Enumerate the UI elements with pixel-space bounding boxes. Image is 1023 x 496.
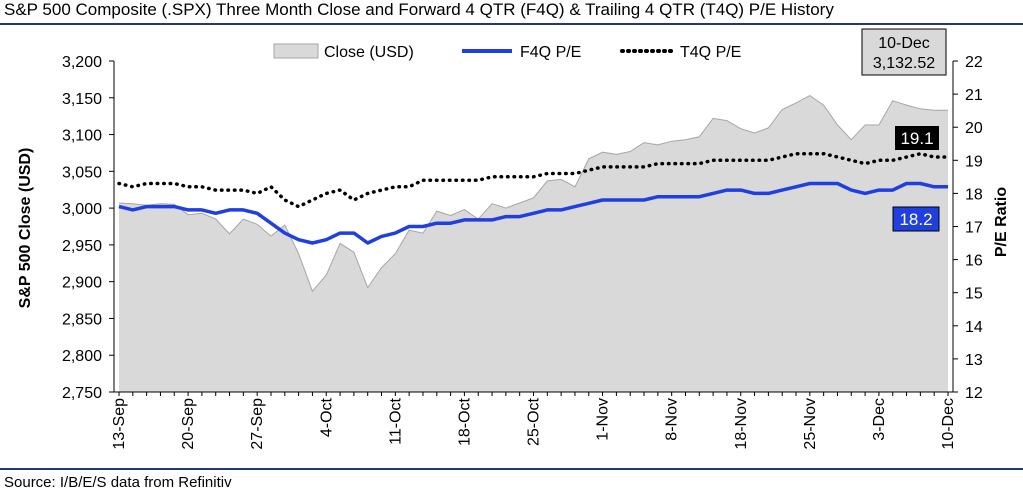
right-tick-label: 18 [965,186,983,203]
right-axis-tick-labels: 12 13 14 15 16 17 18 19 20 21 22 [965,54,983,402]
left-tick-label: 3,000 [62,201,102,218]
last-close-annotation: 10-Dec 3,132.52 [861,28,947,76]
close-line [118,95,948,293]
x-tick-label: 18-Oct [456,397,473,446]
left-tick-label: 3,050 [62,164,102,181]
annotation-date: 10-Dec [878,35,930,52]
right-axis-title: P/E Ratio [993,187,1010,257]
legend-label-f4q: F4Q P/E [520,44,581,61]
f4q-pe-series [118,181,948,245]
source-note: Source: I/B/E/S data from Refinitiv [4,474,232,491]
t4q-last-value-label: 19.1 [895,126,939,150]
left-axis-tick-labels: 2,750 2,800 2,850 2,900 2,950 3,000 3,050 3,100… [62,54,102,402]
left-axis-title: S&P 500 Close (USD) [17,148,34,309]
left-tick-label: 3,100 [62,128,102,145]
x-tick-label: 27-Sep [249,398,266,450]
x-tick-label: 1-Nov [595,398,612,441]
footer-divider [0,468,1023,470]
right-tick-label: 14 [965,319,983,336]
right-tick-label: 22 [965,54,983,71]
left-tick-label: 3,200 [62,54,102,71]
x-tick-label: 8-Nov [664,398,681,441]
svg-text:19.1: 19.1 [900,129,933,148]
x-tick-label: 25-Nov [802,398,819,450]
chart: 2,750 2,800 2,850 2,900 2,950 3,000 3,050 3,100… [17,28,1010,450]
right-tick-label: 17 [965,220,983,237]
x-tick-label: 11-Oct [387,397,404,444]
legend: Close (USD) F4Q P/E T4Q P/E [273,43,741,61]
legend-swatch-close [273,43,319,59]
left-tick-label: 3,150 [62,91,102,108]
t4q-pe-series [117,151,950,209]
right-tick-label: 21 [965,87,983,104]
right-tick-label: 12 [965,385,983,402]
f4q-line [118,181,948,245]
left-tick-label: 2,750 [62,385,102,402]
x-tick-label: 3-Dec [871,398,888,441]
left-tick-label: 2,950 [62,238,102,255]
right-tick-label: 16 [965,253,983,270]
chart-title: S&P 500 Composite (.SPX) Three Month Clo… [4,0,834,19]
x-tick-label: 25-Oct [526,397,543,446]
f4q-last-value-label: 18.2 [892,206,940,232]
svg-text:18.2: 18.2 [899,210,932,229]
axes [109,60,958,396]
right-tick-label: 19 [965,153,983,170]
x-tick-label: 10-Dec [940,398,957,450]
legend-label-t4q: T4Q P/E [680,44,741,61]
x-tick-label: 4-Oct [318,397,335,437]
annotation-value: 3,132.52 [873,55,935,72]
right-tick-label: 13 [965,352,983,369]
right-tick-label: 15 [965,286,983,303]
x-axis-tick-labels: 13-Sep 20-Sep 27-Sep 4-Oct 11-Oct 18-Oct 25-Oc… [111,397,957,449]
x-tick-label: 18-Nov [733,398,750,450]
left-tick-label: 2,800 [62,348,102,365]
close-area-series [118,95,948,392]
close-area [119,95,948,392]
left-tick-label: 2,850 [62,311,102,328]
t4q-line [117,151,950,209]
x-tick-label: 20-Sep [180,398,197,450]
title-divider [0,23,1023,25]
x-tick-label: 13-Sep [111,398,128,450]
legend-label-close: Close (USD) [324,44,414,61]
right-tick-label: 20 [965,120,983,137]
left-tick-label: 2,900 [62,275,102,292]
